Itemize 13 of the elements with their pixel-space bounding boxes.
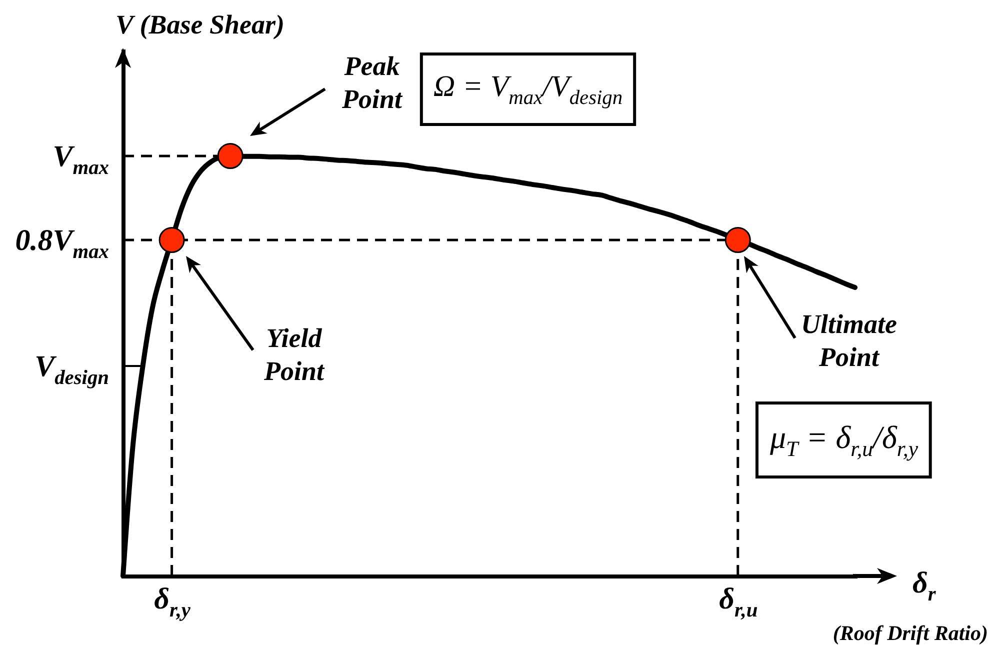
text: Peak Point (340, 51, 404, 114)
annotation: Yield Point (262, 323, 326, 386)
y-axis-title: V (Base Shear) (116, 10, 285, 40)
x-axis-title: δ$_{r}$ (912, 566, 937, 605)
annotation: μ$_{T}$ = δ$_{r,u}$/δ$_{r,y}$ (768, 419, 918, 461)
x-tick-label: δ$_{r,y}$ (154, 582, 192, 621)
annotation: Ultimate Point (801, 309, 898, 372)
ref-line-label: V$_{max}$ (52, 140, 109, 178)
ref-line-label: V$_{design}$ (34, 350, 109, 388)
ref-line-label: 0.8V$_{max}$ (15, 224, 109, 262)
text: Ω = V$_{max}$/V$_{design}$ (433, 70, 623, 108)
text: (Roof Drift Ratio) (832, 621, 988, 645)
x-tick-label: δ$_{r,u}$ (719, 582, 758, 621)
